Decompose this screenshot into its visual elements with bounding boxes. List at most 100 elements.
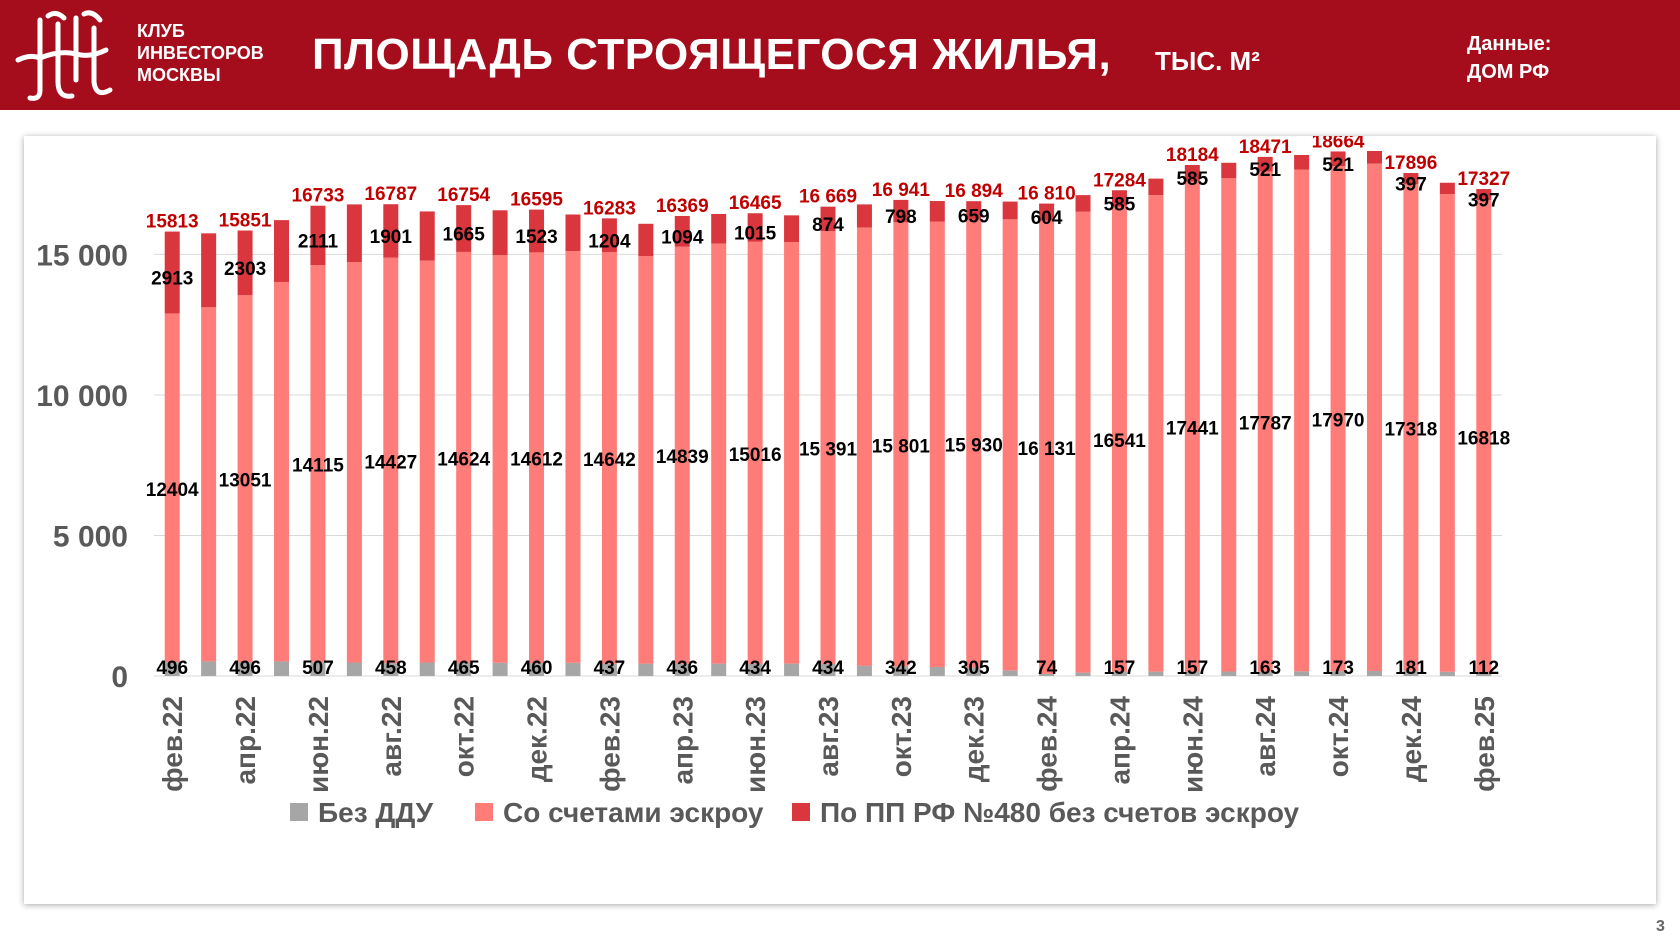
total-label: 16787 xyxy=(364,184,417,205)
x-tick-label: фев.25 xyxy=(1469,696,1500,792)
bar-segment-escrow xyxy=(820,231,836,664)
x-tick-label: дек.22 xyxy=(522,696,553,782)
data-label: 173 xyxy=(1322,658,1354,679)
total-label: 16 669 xyxy=(799,187,857,208)
bar-segment-pp480 xyxy=(601,218,617,253)
bar-segment-pp480 xyxy=(1403,173,1419,185)
data-label: 521 xyxy=(1322,155,1354,176)
bar-segment-escrow xyxy=(164,313,180,663)
bar-segment-escrow xyxy=(1476,200,1492,673)
bar-segment-bez-ddu xyxy=(1111,671,1127,676)
bar-segment-bez-ddu xyxy=(856,665,872,676)
bar-segment-escrow xyxy=(1439,193,1455,672)
bar-segment-bez-ddu xyxy=(201,661,217,676)
x-tick-label: фев.22 xyxy=(157,696,188,792)
data-label: 521 xyxy=(1249,160,1281,181)
data-source-label: Данные: xyxy=(1467,33,1552,55)
bar-segment-escrow xyxy=(1148,195,1164,672)
data-label: 460 xyxy=(521,658,553,679)
bar-segment-escrow xyxy=(1366,163,1382,671)
x-tick-label: дек.23 xyxy=(959,696,990,782)
data-label: 163 xyxy=(1249,658,1281,679)
data-label: 157 xyxy=(1104,658,1136,679)
x-tick-label: авг.23 xyxy=(813,696,844,777)
club-name-line: КЛУБ xyxy=(137,21,185,41)
data-label: 1901 xyxy=(370,227,413,248)
bar-segment-escrow xyxy=(1039,220,1055,674)
chart-card: 0 5 000 10 000 15 000 496 12404 2913 15813 фев.2… xyxy=(24,136,1656,904)
data-label: 17318 xyxy=(1384,420,1437,441)
data-label: 14427 xyxy=(364,452,417,473)
x-tick-label: фев.24 xyxy=(1032,696,1063,792)
data-label: 12404 xyxy=(146,480,199,501)
bar-segment-escrow xyxy=(1002,219,1018,671)
data-label: 437 xyxy=(594,658,626,679)
data-label: 436 xyxy=(666,658,698,679)
bar-segment-escrow xyxy=(674,246,690,664)
data-label: 458 xyxy=(375,658,407,679)
data-label: 14624 xyxy=(437,449,490,470)
bar-segment-pp480 xyxy=(1184,164,1200,182)
bar-segment-pp480 xyxy=(856,204,872,228)
bar-segment-pp480 xyxy=(711,213,727,244)
data-label: 157 xyxy=(1176,658,1208,679)
data-label: 181 xyxy=(1395,658,1427,679)
legend-swatch xyxy=(475,803,493,821)
bar-segment-bez-ddu xyxy=(1257,671,1273,676)
data-label: 397 xyxy=(1395,175,1427,196)
bar-segment-pp480 xyxy=(1039,203,1055,221)
bar-segment-pp480 xyxy=(1002,201,1018,220)
x-tick-label: июн.24 xyxy=(1177,696,1208,793)
bar-segment-bez-ddu xyxy=(601,663,617,676)
data-label: 14115 xyxy=(292,455,344,476)
bar-segment-escrow xyxy=(346,262,362,663)
bar-segment-bez-ddu xyxy=(1403,670,1419,676)
data-label: 434 xyxy=(812,658,844,679)
total-label: 17284 xyxy=(1093,170,1146,191)
stacked-bar-chart: 0 5 000 10 000 15 000 496 12404 2913 15813 фев.2… xyxy=(36,136,1510,828)
bar-segment-escrow xyxy=(310,265,326,662)
bar-segment-pp480 xyxy=(929,201,945,222)
bar-segment-pp480 xyxy=(1111,190,1127,207)
total-label: 16283 xyxy=(583,198,636,219)
bar-segment-pp480 xyxy=(1294,154,1310,170)
bar-segment-bez-ddu xyxy=(164,662,180,676)
bar-segment-bez-ddu xyxy=(1294,671,1310,676)
data-label: 2913 xyxy=(151,269,193,290)
data-label: 15 930 xyxy=(945,436,1003,457)
data-label: 434 xyxy=(739,658,771,679)
bar-segment-pp480 xyxy=(747,213,763,242)
y-tick-label: 15 000 xyxy=(36,239,128,272)
bar-segment-bez-ddu xyxy=(492,662,508,676)
data-label: 342 xyxy=(885,658,917,679)
bar-segment-pp480 xyxy=(492,210,508,256)
data-source: Данные: ДОМ РФ xyxy=(1467,30,1551,86)
club-logo-icon xyxy=(15,10,113,101)
data-label: 798 xyxy=(885,207,917,228)
data-label: 17970 xyxy=(1312,411,1365,432)
x-tick-label: фев.23 xyxy=(594,696,625,792)
bar-segment-bez-ddu xyxy=(1476,672,1492,676)
bar-segment-escrow xyxy=(747,241,763,664)
data-label: 15 801 xyxy=(872,436,931,457)
bar-segment-pp480 xyxy=(966,201,982,220)
bar-segment-bez-ddu xyxy=(565,662,581,676)
y-tick-label: 0 xyxy=(111,661,128,694)
bar-segment-pp480 xyxy=(820,206,836,232)
bar-segment-escrow xyxy=(237,295,253,663)
bar-segment-pp480 xyxy=(383,204,399,258)
bar-segment-bez-ddu xyxy=(1439,671,1455,676)
total-label: 15813 xyxy=(146,212,199,233)
data-label: 74 xyxy=(1036,658,1058,679)
bar-segment-escrow xyxy=(565,251,581,663)
data-label: 604 xyxy=(1031,208,1063,229)
bar-segment-escrow xyxy=(1221,178,1237,672)
bar-segment-bez-ddu xyxy=(966,667,982,676)
data-label: 112 xyxy=(1468,658,1499,679)
bar-segment-bez-ddu xyxy=(820,663,836,676)
bar-segment-bez-ddu xyxy=(1366,670,1382,676)
x-tick-label: апр.23 xyxy=(667,696,698,785)
bar-segment-escrow xyxy=(711,243,727,664)
bar-segment-escrow xyxy=(893,222,909,667)
legend-swatch xyxy=(290,803,308,821)
